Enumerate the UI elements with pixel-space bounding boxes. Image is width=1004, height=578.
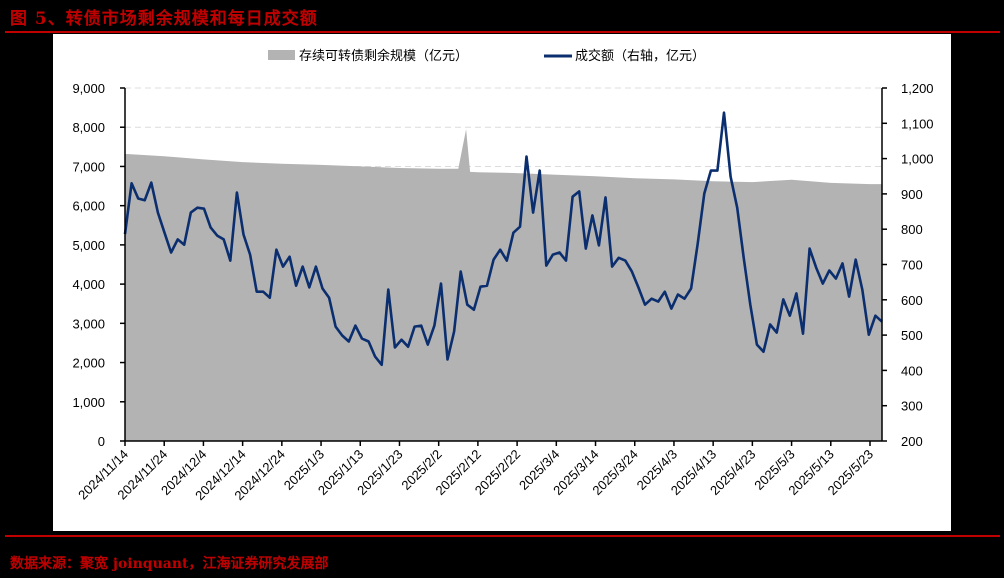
outstanding-balance-area [125,129,882,441]
right-tick-label: 600 [901,293,923,308]
right-tick-label: 500 [901,328,923,343]
top-divider [5,31,1000,33]
left-tick-label: 8,000 [72,120,105,135]
left-tick-label: 6,000 [72,199,105,214]
left-tick-label: 2,000 [72,356,105,371]
left-tick-label: 4,000 [72,277,105,292]
legend-line-label: 成交额（右轴，亿元） [575,48,705,64]
right-tick-label: 800 [901,222,923,237]
legend: 存续可转债剩余规模（亿元） 成交额（右轴，亿元） [268,48,705,64]
right-tick-label: 300 [901,399,923,414]
right-tick-label: 1,000 [901,152,934,167]
right-tick-label: 200 [901,434,923,449]
right-tick-label: 900 [901,187,923,202]
left-tick-label: 0 [98,434,105,449]
left-tick-label: 5,000 [72,238,105,253]
right-axis-ticks: 200 300 400 500 600 700 800 900 1,000 1,100 1,200 [882,81,934,449]
left-tick-label: 1,000 [72,395,105,410]
left-tick-label: 9,000 [72,81,105,96]
left-axis-ticks: 0 1,000 2,000 3,000 4,000 5,000 6,000 7,000 8,00… [72,81,125,449]
right-tick-label: 700 [901,258,923,273]
left-tick-label: 7,000 [72,159,105,174]
bottom-divider [5,535,1000,537]
right-tick-label: 1,200 [901,81,934,96]
right-tick-label: 400 [901,363,923,378]
left-tick-label: 3,000 [72,316,105,331]
legend-area-label: 存续可转债剩余规模（亿元） [299,48,468,64]
turnover-line [123,111,883,367]
right-tick-label: 1,100 [901,116,934,131]
legend-area-swatch [268,50,295,60]
figure-title: 图 5、转债市场剩余规模和每日成交额 [10,9,318,29]
x-axis-ticks: 2024/11/142024/11/242024/12/42024/12/142… [75,441,876,503]
data-source: 数据来源：聚宽 joinquant，江海证券研究发展部 [10,556,329,572]
